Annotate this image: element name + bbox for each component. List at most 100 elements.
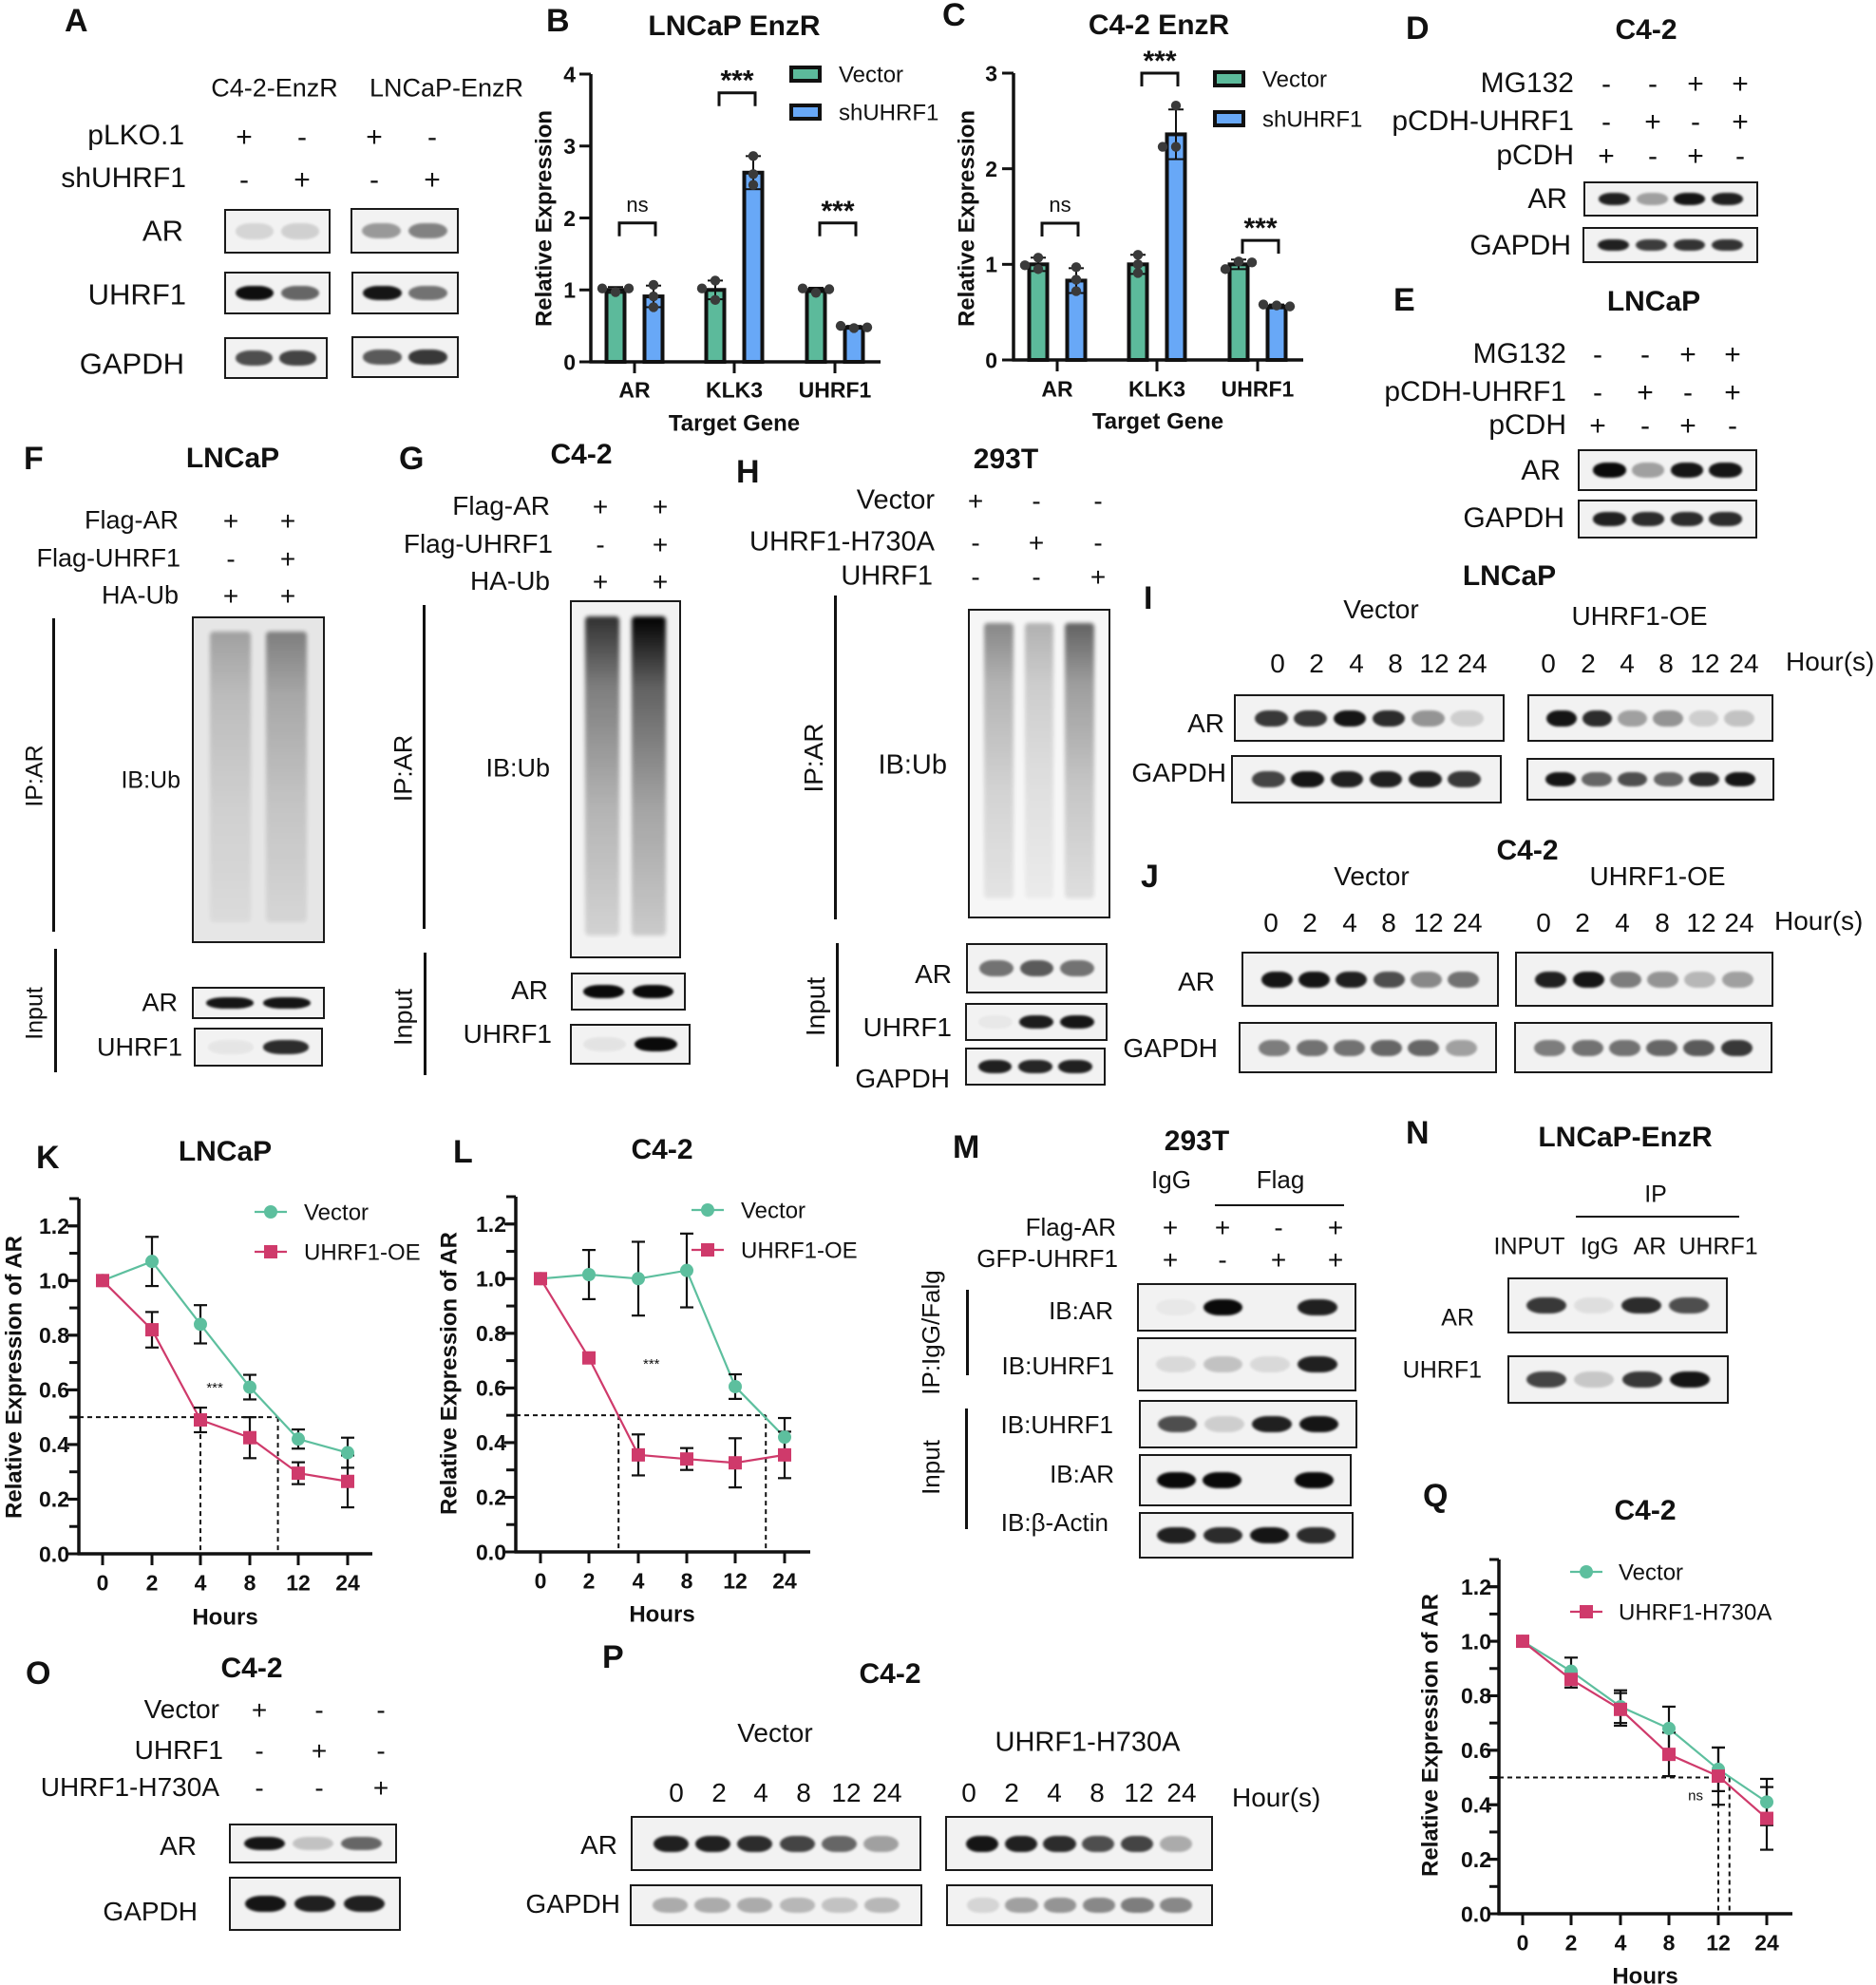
band: [1261, 971, 1294, 988]
legend-swatch: [789, 104, 822, 121]
band: [1618, 709, 1648, 727]
band: [1574, 1371, 1615, 1388]
y-tick-label: 1.2: [39, 1214, 69, 1238]
chart-title: C4-2: [1614, 1495, 1677, 1526]
data-point: [696, 283, 708, 293]
row-label: IB:Ub: [878, 749, 947, 781]
band: [863, 1898, 900, 1913]
row-label: GAPDH: [855, 1064, 950, 1093]
data-point: [1132, 268, 1144, 278]
hour-label: 4: [1349, 649, 1364, 678]
panel-title: C4-2: [220, 1653, 283, 1684]
band: [978, 1015, 1014, 1029]
band: [1653, 709, 1683, 727]
condition-sign: -: [1683, 377, 1693, 408]
band: [1203, 1299, 1243, 1315]
marker-square: [145, 1323, 159, 1337]
condition-sign: -: [376, 1695, 386, 1725]
band: [1294, 709, 1327, 727]
condition-label: Flag-UHRF1: [36, 543, 180, 573]
condition-sign: +: [1644, 106, 1661, 138]
marker-square: [1564, 1673, 1578, 1687]
y-tick-label: 0.4: [39, 1432, 69, 1457]
band: [1298, 1416, 1339, 1432]
condition-sign: -: [596, 530, 605, 559]
band: [1044, 1898, 1077, 1913]
band: [1711, 193, 1744, 205]
panel-letter: K: [36, 1140, 60, 1176]
x-tick-label: 24: [1754, 1930, 1779, 1955]
hour-label: 8: [1658, 649, 1674, 678]
condition-sign: -: [427, 122, 437, 153]
annotation: ***: [206, 1380, 223, 1396]
band: [1721, 971, 1753, 988]
data-point: [797, 283, 808, 293]
band: [205, 997, 255, 1009]
x-tick-label: 24: [772, 1568, 797, 1593]
band: [340, 1836, 382, 1851]
legend-label: UHRF1-OE: [741, 1238, 858, 1264]
annotation: ***: [643, 1356, 660, 1372]
hour-label: 12: [1124, 1778, 1154, 1807]
band: [1058, 1060, 1092, 1073]
ip-underline: [1576, 1216, 1739, 1218]
band: [1608, 1039, 1640, 1056]
band: [1157, 1416, 1198, 1432]
condition-sign: +: [366, 122, 383, 153]
blot-ar: [945, 1816, 1213, 1871]
y-axis-label: Relative Expression of AR: [1418, 1594, 1444, 1877]
group-label: UHRF1-H730A: [995, 1727, 1181, 1758]
band: [1593, 463, 1626, 478]
band: [694, 1898, 730, 1913]
band: [1582, 709, 1613, 727]
y-axis-label: Relative Expression: [955, 110, 980, 327]
group-underline: [1215, 1204, 1344, 1206]
data-point: [610, 287, 621, 297]
condition-sign: +: [1687, 68, 1704, 100]
condition-sign: -: [239, 164, 249, 196]
band: [1018, 1060, 1052, 1073]
band: [978, 1060, 1013, 1073]
condition-sign: -: [297, 122, 307, 153]
marker-square: [778, 1447, 791, 1462]
condition-sign: -: [1640, 410, 1650, 442]
condition-sign: -: [1032, 486, 1041, 516]
condition-sign: +: [279, 581, 296, 611]
band: [1669, 1297, 1710, 1314]
marker-square: [96, 1274, 109, 1288]
blot-ar: [1578, 449, 1757, 491]
band: [1621, 1297, 1662, 1314]
blot-input-uhrf1: [1139, 1400, 1357, 1448]
band: [1674, 193, 1706, 205]
hour-label: 0: [1263, 908, 1279, 937]
band: [1203, 1527, 1243, 1543]
band: [1653, 771, 1684, 787]
marker-circle: [680, 1263, 693, 1277]
condition-label: pCDH: [1496, 140, 1574, 171]
marker-square: [243, 1430, 256, 1445]
condition-sign: -: [314, 1773, 324, 1803]
x-tick-label: 4: [195, 1570, 207, 1595]
band: [1448, 771, 1481, 787]
band: [1295, 1472, 1334, 1488]
section-label-ip: IP:AR: [21, 745, 48, 807]
series-line: [102, 1279, 349, 1483]
data-point: [1132, 259, 1144, 270]
band: [1004, 1835, 1037, 1852]
condition-label: pCDH-UHRF1: [1384, 376, 1566, 407]
band: [1371, 1039, 1403, 1056]
marker-square: [680, 1452, 693, 1466]
y-tick-label: 0.4: [476, 1430, 506, 1455]
condition-label: UHRF1-H730A: [40, 1772, 219, 1802]
data-point: [1170, 101, 1182, 111]
condition-sign: +: [1327, 1213, 1344, 1242]
hour-label: 24: [1452, 908, 1483, 937]
row-label: IB:AR: [1050, 1460, 1114, 1488]
band: [1609, 971, 1641, 988]
x-axis-label: Target Gene: [1092, 409, 1223, 435]
blot-gapdh: [965, 1048, 1106, 1086]
band: [1255, 709, 1288, 727]
band: [736, 1898, 773, 1913]
smear-lane: [1024, 622, 1054, 898]
marker-square: [1614, 1702, 1627, 1716]
